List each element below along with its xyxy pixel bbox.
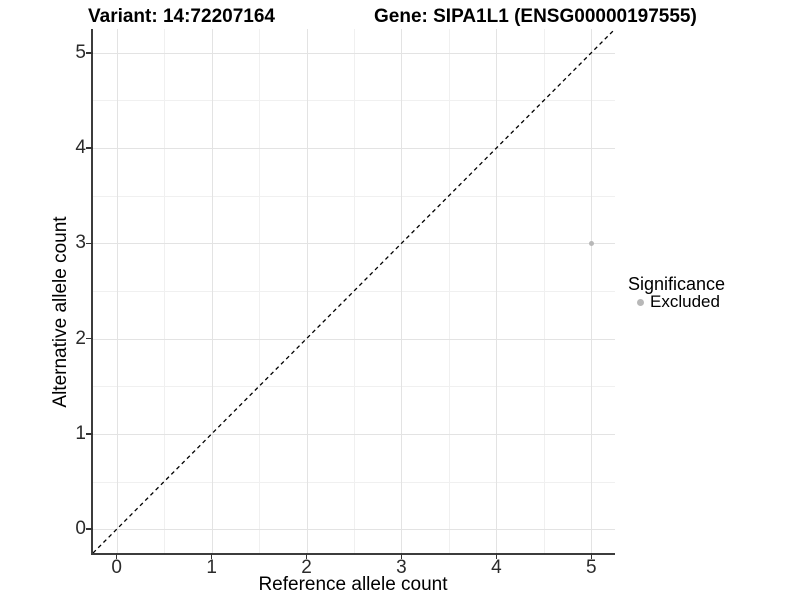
- legend-item-excluded: Excluded: [628, 292, 725, 311]
- y-gridline-major: [93, 52, 615, 54]
- x-tick: [210, 553, 213, 559]
- plot-title-variant: Variant: 14:72207164: [88, 6, 275, 27]
- x-gridline-major: [496, 29, 498, 553]
- x-gridline-minor: [448, 29, 450, 553]
- x-gridline-major: [306, 29, 308, 553]
- x-gridline-major: [116, 29, 118, 553]
- y-tick-label: 2: [75, 327, 86, 349]
- y-gridline-minor: [93, 195, 615, 197]
- x-tick: [495, 553, 498, 559]
- legend-item-label: Excluded: [650, 292, 720, 311]
- y-gridline-major: [93, 433, 615, 435]
- x-gridline-major: [591, 29, 593, 553]
- x-tick-label: 0: [111, 557, 122, 578]
- data-point: [588, 240, 594, 246]
- x-tick-label: 4: [491, 557, 502, 578]
- y-tick-label: 5: [75, 41, 86, 63]
- x-tick: [115, 553, 118, 559]
- x-axis-title: Reference allele count: [258, 574, 448, 595]
- x-gridline-major: [401, 29, 403, 553]
- y-tick: [86, 242, 93, 245]
- x-tick-label: 2: [301, 557, 312, 578]
- y-tick: [86, 433, 93, 435]
- y-gridline-major: [93, 338, 615, 340]
- identity-line: [93, 29, 615, 553]
- y-tick-label: 1: [75, 422, 86, 444]
- y-gridline-major: [93, 243, 615, 245]
- x-tick-label: 3: [396, 557, 407, 578]
- legend-dot: [637, 298, 644, 306]
- x-gridline-major: [211, 29, 213, 553]
- x-tick: [305, 553, 308, 559]
- y-tick: [86, 52, 93, 54]
- x-tick-label: 5: [585, 557, 597, 578]
- x-gridline-minor: [543, 29, 545, 553]
- y-gridline-minor: [93, 100, 615, 102]
- x-tick: [400, 553, 403, 559]
- y-gridline-major: [93, 148, 615, 150]
- y-tick-label: 3: [75, 232, 86, 254]
- plot-panel: [91, 29, 615, 555]
- legend-title: Significance: [628, 274, 726, 294]
- plot-title-gene: Gene: SIPA1L1 (ENSG00000197555): [374, 6, 697, 27]
- x-tick: [590, 553, 593, 559]
- x-tick-label: 1: [206, 557, 217, 578]
- y-gridline-major: [93, 529, 615, 531]
- y-tick: [86, 147, 93, 149]
- y-tick-label: 0: [75, 518, 86, 540]
- legend: Significance Excluded: [628, 273, 726, 311]
- y-tick: [86, 528, 93, 530]
- y-tick: [86, 337, 93, 340]
- y-tick-label: 4: [75, 137, 86, 159]
